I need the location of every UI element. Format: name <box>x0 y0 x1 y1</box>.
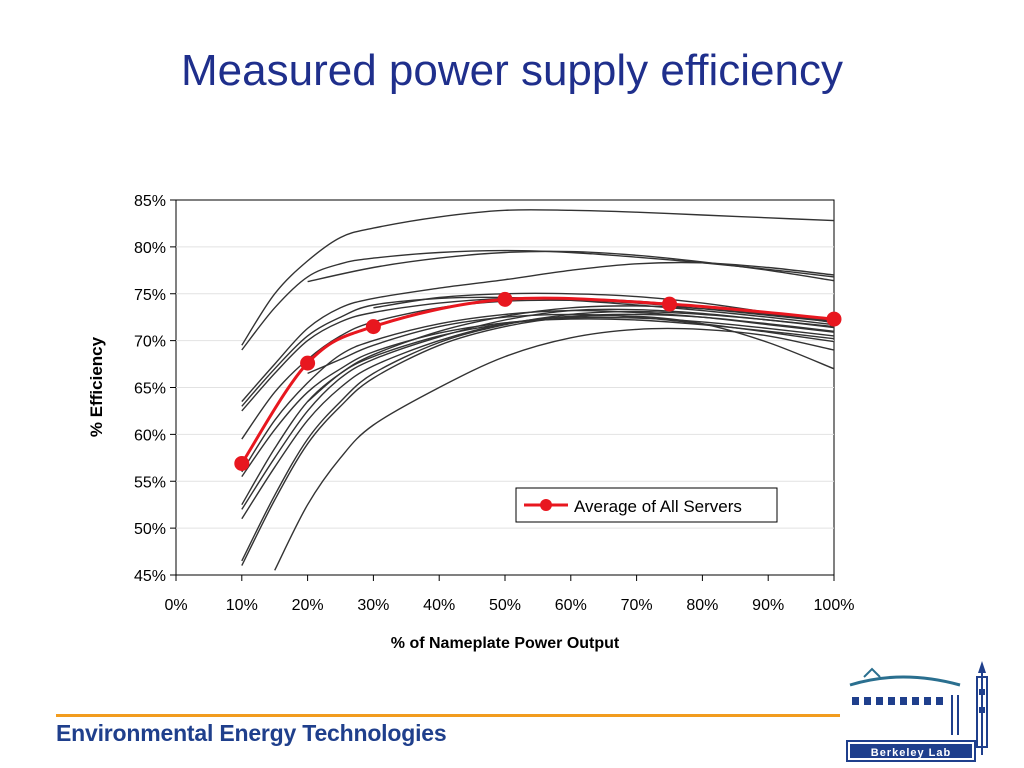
server-series-line-18 <box>307 305 834 403</box>
slide-title: Measured power supply efficiency <box>181 46 843 95</box>
server-series-line-15 <box>274 327 834 571</box>
x-tick-label: 50% <box>489 597 521 614</box>
average-series-point <box>300 355 316 371</box>
x-tick-label: 60% <box>555 597 587 614</box>
server-series-line-14 <box>241 314 834 566</box>
y-tick-label: 65% <box>134 381 166 398</box>
logo-wordmark: Berkeley Lab <box>846 740 976 762</box>
x-tick-label: 20% <box>292 597 324 614</box>
x-tick-label: 30% <box>357 597 389 614</box>
server-series-line-12 <box>241 313 834 520</box>
legend-marker-swatch <box>540 499 552 511</box>
x-tick-label: 100% <box>814 597 855 614</box>
x-tick-label: 10% <box>226 597 258 614</box>
x-tick-label: 70% <box>621 597 653 614</box>
server-series <box>241 209 834 571</box>
average-series-point <box>497 291 513 307</box>
y-tick-label: 70% <box>134 334 166 351</box>
server-series-line-5 <box>241 296 834 407</box>
y-tick-label: 60% <box>134 427 166 444</box>
legend: Average of All Servers <box>515 487 778 523</box>
y-tick-label: 80% <box>134 240 166 257</box>
y-axis-label: % Efficiency <box>87 336 106 437</box>
average-series-point <box>662 296 677 312</box>
x-tick-label: 40% <box>423 597 455 614</box>
server-series-line-4 <box>241 261 834 403</box>
average-series <box>234 291 842 471</box>
x-tick-label: 0% <box>164 597 187 614</box>
x-axis-label: % of Nameplate Power Output <box>391 635 620 652</box>
server-series-line-13 <box>241 310 834 562</box>
y-tick-label: 55% <box>134 474 166 491</box>
footer-rule <box>56 714 840 717</box>
server-series-line-10 <box>241 316 834 506</box>
x-tick-label: 80% <box>686 597 718 614</box>
average-series-point <box>365 319 381 335</box>
y-tick-label: 85% <box>134 193 166 210</box>
server-series-line-3 <box>307 250 834 283</box>
footer-title: Environmental Energy Technologies <box>56 720 447 746</box>
server-series-line-11 <box>241 308 834 510</box>
y-tick-label: 75% <box>134 287 166 304</box>
average-series-point <box>826 311 842 327</box>
average-series-point <box>234 455 250 471</box>
y-tick-label: 50% <box>134 521 166 538</box>
x-tick-label: 90% <box>752 597 784 614</box>
y-tick-label: 45% <box>134 568 166 585</box>
server-series-line-1 <box>241 209 834 346</box>
berkeley-lab-logo <box>849 661 988 755</box>
server-series-line-16 <box>307 313 834 375</box>
axes: 45% 50% 55% 60% 65% 70% 75% 80% 85% 0% 10% 20% 30% 40… <box>134 193 854 614</box>
legend-label: Average of All Servers <box>574 497 742 516</box>
